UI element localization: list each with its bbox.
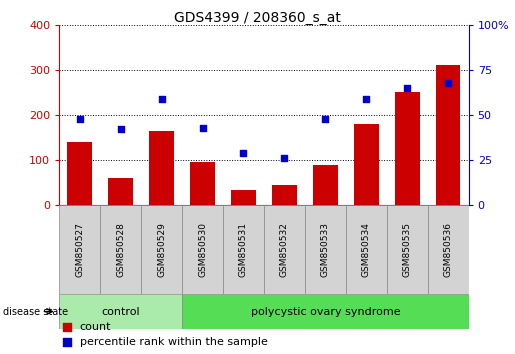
Text: GSM850530: GSM850530 [198,222,207,277]
Bar [346,205,387,294]
Bar [395,92,420,205]
Bar [354,124,379,205]
Point [239,150,248,156]
Bar [387,205,427,294]
Point [362,96,370,102]
Bar [182,205,223,294]
Text: GSM850529: GSM850529 [157,222,166,277]
Point [63,324,72,329]
Bar [67,142,92,205]
Point [158,96,166,102]
Text: GSM850535: GSM850535 [403,222,411,277]
Bar [436,65,460,205]
Text: GSM850536: GSM850536 [444,222,453,277]
Point [444,80,452,85]
Bar [313,165,338,205]
Text: GSM850534: GSM850534 [362,222,371,277]
Bar [108,178,133,205]
Bar [231,189,256,205]
Bar [427,205,469,294]
Point [76,116,84,121]
Bar [305,205,346,294]
Bar [190,162,215,205]
Text: GSM850527: GSM850527 [75,222,84,277]
Bar [182,294,469,329]
Text: GSM850528: GSM850528 [116,222,125,277]
Bar [59,294,182,329]
Text: disease state: disease state [3,307,67,316]
Text: GSM850533: GSM850533 [321,222,330,277]
Text: polycystic ovary syndrome: polycystic ovary syndrome [250,307,400,316]
Bar [149,131,174,205]
Bar [272,185,297,205]
Bar [223,205,264,294]
Point [198,125,207,131]
Bar [264,205,305,294]
Text: GSM850532: GSM850532 [280,222,289,277]
Point [403,85,411,91]
Point [116,127,125,132]
Bar [100,205,141,294]
Point [63,340,72,346]
Text: GDS4399 / 208360_s_at: GDS4399 / 208360_s_at [174,11,341,25]
Bar [141,205,182,294]
Text: count: count [80,321,111,332]
Bar [59,205,100,294]
Text: percentile rank within the sample: percentile rank within the sample [80,337,268,348]
Point [321,116,330,121]
Text: GSM850531: GSM850531 [239,222,248,277]
Point [280,155,288,161]
Text: control: control [101,307,140,316]
